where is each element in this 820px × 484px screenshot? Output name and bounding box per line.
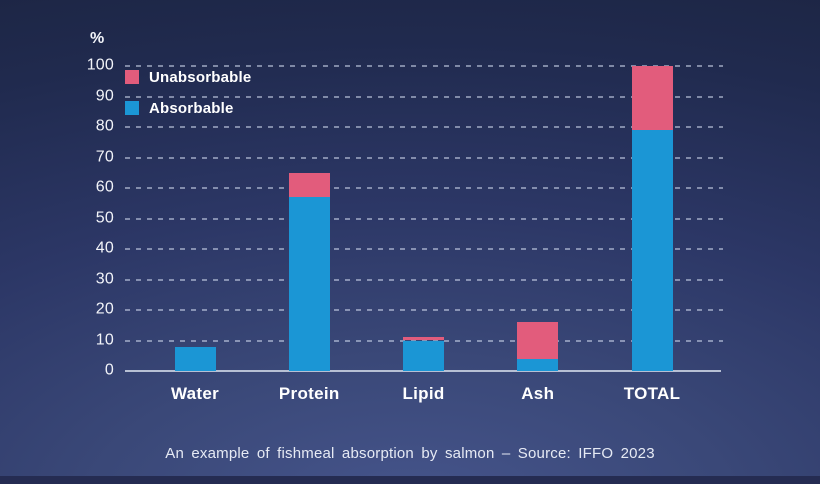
unabsorbable-swatch-icon (125, 70, 139, 84)
x-axis-label-ash: Ash (521, 384, 555, 403)
y-tick-label-20: 20 (95, 300, 114, 318)
y-tick-label-60: 60 (95, 178, 114, 196)
bar-segment-total-unabsorbable (631, 66, 673, 131)
bar-segment-total-absorbable (631, 130, 673, 371)
legend-item-unabsorbable: Unabsorbable (125, 68, 252, 86)
gridline-30 (125, 278, 723, 281)
y-axis-unit-label: % (90, 30, 105, 47)
gridline-100 (125, 65, 723, 67)
absorbable-swatch-icon (125, 101, 139, 115)
y-tick-label-50: 50 (95, 209, 114, 227)
legend-label-absorbable: Absorbable (149, 99, 234, 117)
bar-segment-protein-unabsorbable (288, 172, 330, 198)
y-tick-label-10: 10 (95, 331, 114, 349)
x-axis-label-lipid: Lipid (402, 384, 445, 403)
y-tick-label-30: 30 (95, 270, 114, 288)
x-axis-line (125, 370, 721, 372)
gridline-60 (125, 187, 723, 189)
bar-segment-lipid-absorbable (403, 340, 444, 371)
gridline-90 (125, 95, 723, 98)
bar-segment-lipid-unabsorbable (403, 337, 444, 341)
bar-segment-ash-absorbable (517, 358, 559, 371)
legend: Unabsorbable Absorbable (125, 68, 252, 132)
y-tick-label-70: 70 (95, 148, 114, 166)
gridline-50 (125, 217, 723, 220)
y-tick-label-0: 0 (104, 361, 114, 379)
bottom-strip (0, 476, 820, 484)
x-axis-label-protein: Protein (278, 384, 340, 403)
bar-segment-ash-unabsorbable (517, 322, 559, 359)
x-axis-label-water: Water (170, 384, 220, 403)
bar-segment-protein-absorbable (288, 197, 330, 371)
legend-label-unabsorbable: Unabsorbable (149, 68, 252, 86)
y-tick-label-80: 80 (95, 117, 114, 135)
gridline-80 (125, 126, 723, 128)
y-tick-label-40: 40 (95, 239, 114, 257)
y-tick-label-100: 100 (86, 56, 114, 74)
bar-segment-water-absorbable (174, 346, 216, 371)
gridline-70 (125, 156, 723, 159)
legend-item-absorbable: Absorbable (125, 99, 251, 117)
gridline-20 (125, 309, 723, 311)
x-axis-label-total: TOTAL (623, 384, 681, 403)
gridline-40 (125, 248, 723, 250)
caption: An example of fishmeal absorption by sal… (165, 445, 655, 462)
y-tick-label-90: 90 (95, 87, 114, 105)
